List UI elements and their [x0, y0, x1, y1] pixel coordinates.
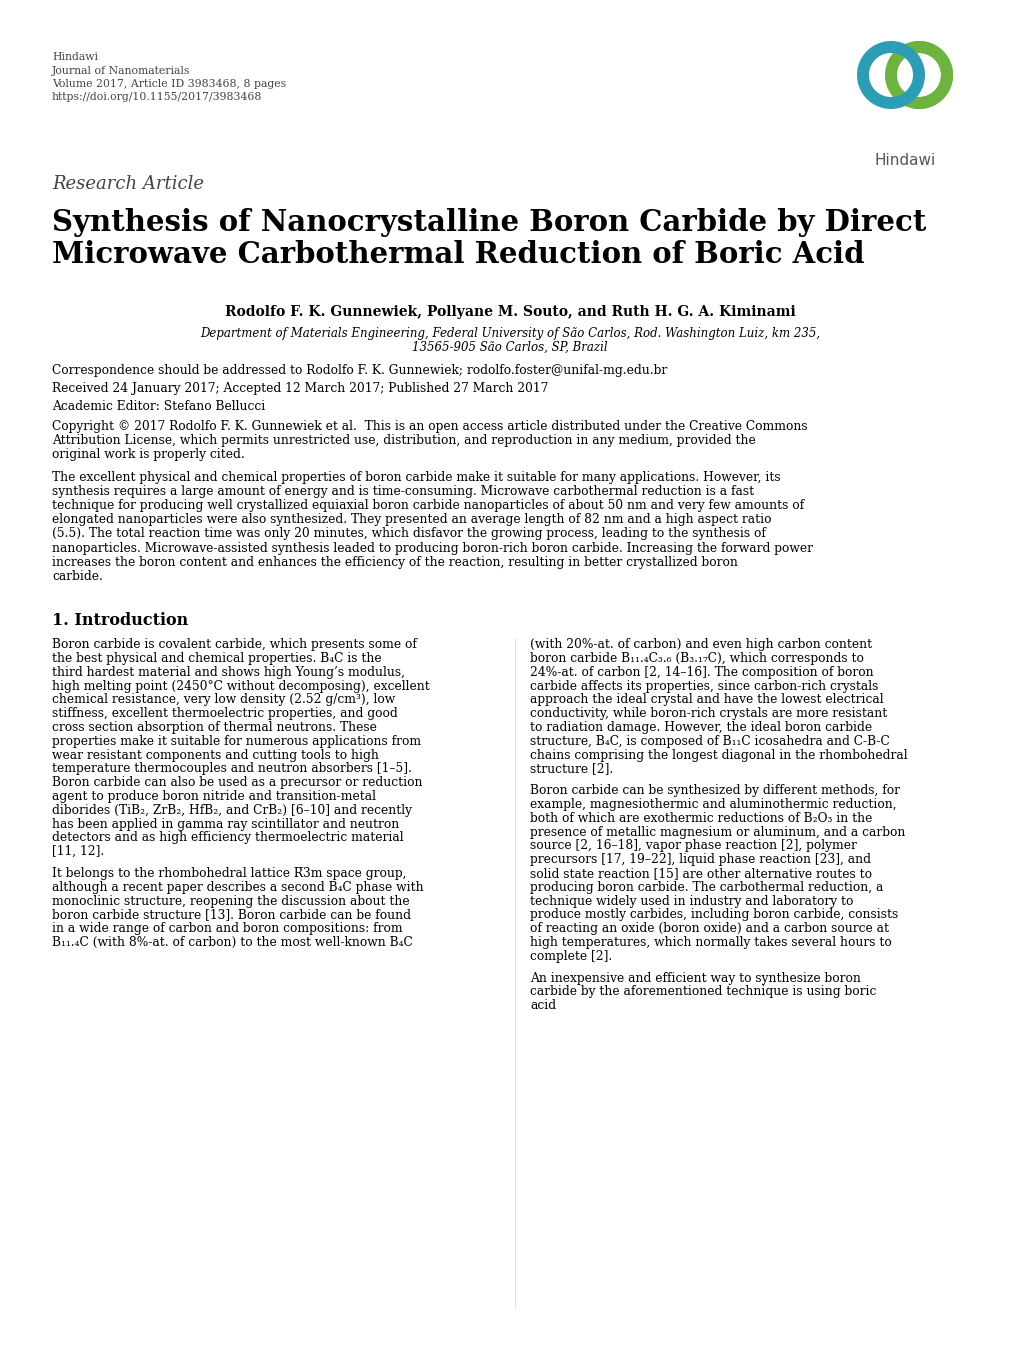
Text: It belongs to the rhombohedral lattice R̅3m space group,: It belongs to the rhombohedral lattice R… — [52, 867, 407, 881]
Text: to radiation damage. However, the ideal boron carbide: to radiation damage. However, the ideal … — [530, 722, 871, 734]
Text: Boron carbide can also be used as a precursor or reduction: Boron carbide can also be used as a prec… — [52, 776, 422, 790]
Text: The excellent physical and chemical properties of boron carbide make it suitable: The excellent physical and chemical prop… — [52, 470, 780, 484]
Text: Hindawi: Hindawi — [52, 52, 98, 63]
Text: high temperatures, which normally takes several hours to: high temperatures, which normally takes … — [530, 936, 891, 949]
Text: although a recent paper describes a second B₄C phase with: although a recent paper describes a seco… — [52, 881, 423, 894]
Text: [11, 12].: [11, 12]. — [52, 845, 104, 858]
Text: Research Article: Research Article — [52, 175, 204, 193]
Text: technique for producing well crystallized equiaxial boron carbide nanoparticles : technique for producing well crystallize… — [52, 499, 803, 512]
Text: agent to produce boron nitride and transition-metal: agent to produce boron nitride and trans… — [52, 790, 376, 803]
Text: monoclinic structure, reopening the discussion about the: monoclinic structure, reopening the disc… — [52, 894, 410, 908]
Text: diborides (TiB₂, ZrB₂, HfB₂, and CrB₂) [6–10] and recently: diborides (TiB₂, ZrB₂, HfB₂, and CrB₂) [… — [52, 803, 412, 817]
Text: structure [2].: structure [2]. — [530, 762, 612, 776]
Text: complete [2].: complete [2]. — [530, 950, 611, 962]
Text: high melting point (2450°C without decomposing), excellent: high melting point (2450°C without decom… — [52, 680, 429, 693]
Text: Volume 2017, Article ID 3983468, 8 pages: Volume 2017, Article ID 3983468, 8 pages — [52, 79, 286, 88]
Text: An inexpensive and efficient way to synthesize boron: An inexpensive and efficient way to synt… — [530, 972, 860, 985]
Text: Attribution License, which permits unrestricted use, distribution, and reproduct: Attribution License, which permits unres… — [52, 434, 755, 447]
Text: of reacting an oxide (boron oxide) and a carbon source at: of reacting an oxide (boron oxide) and a… — [530, 923, 889, 935]
Text: Hindawi: Hindawi — [873, 154, 934, 169]
Text: (with 20%-at. of carbon) and even high carbon content: (with 20%-at. of carbon) and even high c… — [530, 639, 871, 651]
Text: (5.5). The total reaction time was only 20 minutes, which disfavor the growing p: (5.5). The total reaction time was only … — [52, 527, 765, 541]
Text: both of which are exothermic reductions of B₂O₃ in the: both of which are exothermic reductions … — [530, 811, 871, 825]
Polygon shape — [913, 41, 952, 109]
Text: Boron carbide can be synthesized by different methods, for: Boron carbide can be synthesized by diff… — [530, 784, 899, 798]
Text: the best physical and chemical properties. B₄C is the: the best physical and chemical propertie… — [52, 652, 381, 665]
Text: properties make it suitable for numerous applications from: properties make it suitable for numerous… — [52, 735, 421, 747]
Text: boron carbide B₁₁.₄C₃.₆ (B₃.₁₇C), which corresponds to: boron carbide B₁₁.₄C₃.₆ (B₃.₁₇C), which … — [530, 652, 863, 665]
Text: https://doi.org/10.1155/2017/3983468: https://doi.org/10.1155/2017/3983468 — [52, 92, 262, 102]
Text: producing boron carbide. The carbothermal reduction, a: producing boron carbide. The carbotherma… — [530, 881, 882, 894]
Text: Academic Editor: Stefano Bellucci: Academic Editor: Stefano Bellucci — [52, 400, 265, 413]
Text: stiffness, excellent thermoelectric properties, and good: stiffness, excellent thermoelectric prop… — [52, 707, 397, 720]
Text: presence of metallic magnesium or aluminum, and a carbon: presence of metallic magnesium or alumin… — [530, 826, 905, 839]
Text: B₁₁.₄C (with 8%-at. of carbon) to the most well-known B₄C: B₁₁.₄C (with 8%-at. of carbon) to the mo… — [52, 936, 413, 949]
Text: elongated nanoparticles were also synthesized. They presented an average length : elongated nanoparticles were also synthe… — [52, 514, 770, 526]
Text: Correspondence should be addressed to Rodolfo F. K. Gunnewiek; rodolfo.foster@un: Correspondence should be addressed to Ro… — [52, 364, 666, 376]
Text: Boron carbide is covalent carbide, which presents some of: Boron carbide is covalent carbide, which… — [52, 639, 417, 651]
Text: technique widely used in industry and laboratory to: technique widely used in industry and la… — [530, 894, 853, 908]
Text: third hardest material and shows high Young’s modulus,: third hardest material and shows high Yo… — [52, 666, 405, 678]
Text: carbide.: carbide. — [52, 569, 103, 583]
Text: wear resistant components and cutting tools to high: wear resistant components and cutting to… — [52, 749, 378, 761]
Text: Department of Materials Engineering, Federal University of São Carlos, Rod. Wash: Department of Materials Engineering, Fed… — [200, 328, 819, 340]
Text: 13565-905 São Carlos, SP, Brazil: 13565-905 São Carlos, SP, Brazil — [412, 341, 607, 353]
Text: boron carbide structure [13]. Boron carbide can be found: boron carbide structure [13]. Boron carb… — [52, 908, 411, 921]
Text: Received 24 January 2017; Accepted 12 March 2017; Published 27 March 2017: Received 24 January 2017; Accepted 12 Ma… — [52, 382, 548, 395]
Text: cross section absorption of thermal neutrons. These: cross section absorption of thermal neut… — [52, 722, 376, 734]
Text: conductivity, while boron-rich crystals are more resistant: conductivity, while boron-rich crystals … — [530, 707, 887, 720]
Text: Microwave Carbothermal Reduction of Boric Acid: Microwave Carbothermal Reduction of Bori… — [52, 241, 864, 269]
Text: example, magnesiothermic and aluminothermic reduction,: example, magnesiothermic and aluminother… — [530, 798, 896, 811]
Text: in a wide range of carbon and boron compositions: from: in a wide range of carbon and boron comp… — [52, 923, 403, 935]
Text: carbide by the aforementioned technique is using boric: carbide by the aforementioned technique … — [530, 985, 875, 999]
Text: approach the ideal crystal and have the lowest electrical: approach the ideal crystal and have the … — [530, 693, 882, 707]
Text: 1. Introduction: 1. Introduction — [52, 612, 189, 629]
Polygon shape — [856, 41, 924, 109]
Text: chemical resistance, very low density (2.52 g/cm³), low: chemical resistance, very low density (2… — [52, 693, 395, 707]
Polygon shape — [884, 41, 952, 109]
Text: 24%-at. of carbon [2, 14–16]. The composition of boron: 24%-at. of carbon [2, 14–16]. The compos… — [530, 666, 872, 678]
Text: detectors and as high efficiency thermoelectric material: detectors and as high efficiency thermoe… — [52, 832, 404, 844]
Text: has been applied in gamma ray scintillator and neutron: has been applied in gamma ray scintillat… — [52, 818, 398, 830]
Text: acid: acid — [530, 999, 555, 1012]
Text: nanoparticles. Microwave-assisted synthesis leaded to producing boron-rich boron: nanoparticles. Microwave-assisted synthe… — [52, 542, 812, 554]
Text: carbide affects its properties, since carbon-rich crystals: carbide affects its properties, since ca… — [530, 680, 877, 693]
Text: Rodolfo F. K. Gunnewiek, Pollyane M. Souto, and Ruth H. G. A. Kiminami: Rodolfo F. K. Gunnewiek, Pollyane M. Sou… — [224, 304, 795, 319]
Text: solid state reaction [15] are other alternative routes to: solid state reaction [15] are other alte… — [530, 867, 871, 881]
Text: increases the boron content and enhances the efficiency of the reaction, resulti: increases the boron content and enhances… — [52, 556, 737, 569]
Text: synthesis requires a large amount of energy and is time-consuming. Microwave car: synthesis requires a large amount of ene… — [52, 485, 753, 497]
Text: temperature thermocouples and neutron absorbers [1–5].: temperature thermocouples and neutron ab… — [52, 762, 412, 776]
Text: Copyright © 2017 Rodolfo F. K. Gunnewiek et al.  This is an open access article : Copyright © 2017 Rodolfo F. K. Gunnewiek… — [52, 420, 807, 434]
Text: Journal of Nanomaterials: Journal of Nanomaterials — [52, 65, 191, 76]
Text: chains comprising the longest diagonal in the rhombohedral: chains comprising the longest diagonal i… — [530, 749, 907, 761]
Text: produce mostly carbides, including boron carbide, consists: produce mostly carbides, including boron… — [530, 908, 898, 921]
Text: precursors [17, 19–22], liquid phase reaction [23], and: precursors [17, 19–22], liquid phase rea… — [530, 853, 870, 866]
Text: original work is properly cited.: original work is properly cited. — [52, 448, 245, 462]
Text: source [2, 16–18], vapor phase reaction [2], polymer: source [2, 16–18], vapor phase reaction … — [530, 840, 856, 852]
Text: structure, B₄C, is composed of B₁₁C icosahedra and C-B-C: structure, B₄C, is composed of B₁₁C icos… — [530, 735, 889, 747]
Text: Synthesis of Nanocrystalline Boron Carbide by Direct: Synthesis of Nanocrystalline Boron Carbi… — [52, 208, 925, 236]
